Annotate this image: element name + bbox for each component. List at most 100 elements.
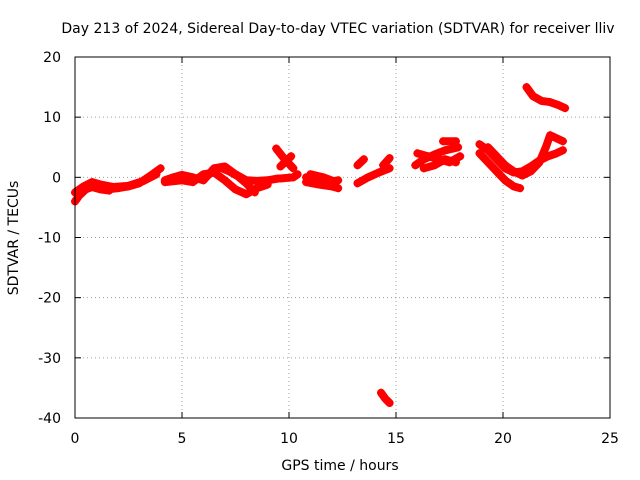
data-point-marker <box>509 167 518 176</box>
data-point-marker <box>314 180 323 189</box>
x-tick-label: 10 <box>280 431 298 447</box>
data-point-marker <box>252 176 261 185</box>
data-point-marker <box>535 158 544 167</box>
y-tick-label: -10 <box>38 231 61 247</box>
series-seg6 <box>216 163 259 197</box>
data-point-marker <box>231 185 240 194</box>
series-seg15 <box>379 154 394 170</box>
data-point-marker <box>411 161 420 170</box>
series-seg23 <box>484 131 567 180</box>
data-point-marker <box>210 168 219 177</box>
series-trace <box>276 152 296 171</box>
series-trace <box>103 164 165 194</box>
data-point-marker <box>558 146 567 155</box>
data-point-marker <box>353 161 362 170</box>
data-traces <box>71 83 570 407</box>
data-point-marker <box>353 179 362 188</box>
data-point-marker <box>306 170 315 179</box>
data-point-marker <box>379 161 388 170</box>
data-point-marker <box>160 178 169 187</box>
data-point-marker <box>385 164 394 173</box>
data-point-marker <box>242 179 251 188</box>
data-point-marker <box>242 190 251 199</box>
data-point-marker <box>454 143 463 152</box>
data-point-marker <box>124 182 133 191</box>
data-point-marker <box>364 173 373 182</box>
data-point-marker <box>113 184 122 193</box>
data-point-marker <box>546 131 555 140</box>
series-seg16 <box>377 388 394 407</box>
data-point-marker <box>516 184 525 193</box>
series-trace <box>419 155 460 173</box>
data-point-marker <box>79 182 88 191</box>
data-point-marker <box>492 167 501 176</box>
series-seg22 <box>475 149 525 193</box>
data-point-marker <box>456 152 465 161</box>
data-point-marker <box>484 158 493 167</box>
chart-title: Day 213 of 2024, Sidereal Day-to-day VTE… <box>61 21 614 37</box>
data-point-marker <box>381 394 390 403</box>
data-point-marker <box>225 167 234 176</box>
data-point-marker <box>492 152 501 161</box>
series-seg11 <box>302 178 343 193</box>
data-point-marker <box>178 176 186 185</box>
series-seg24 <box>522 83 570 113</box>
data-point-marker <box>199 170 208 179</box>
data-point-marker <box>156 164 165 173</box>
data-point-marker <box>509 182 518 191</box>
series-seg20 <box>439 137 460 146</box>
data-point-marker <box>332 178 341 187</box>
data-point-marker <box>501 161 510 170</box>
data-point-marker <box>501 176 510 185</box>
data-point-marker <box>293 170 302 179</box>
series-trace <box>353 155 368 170</box>
data-point-marker <box>528 92 537 101</box>
y-axis-ticks: 20 10 0 -10 -20 -30 -40 <box>38 50 610 427</box>
data-point-marker <box>552 149 561 158</box>
data-point-marker <box>377 388 386 397</box>
data-point-marker <box>561 104 570 113</box>
data-point-marker <box>287 152 296 161</box>
data-point-marker <box>451 158 460 167</box>
x-tick-label: 25 <box>601 431 619 447</box>
data-point-marker <box>96 180 105 189</box>
data-point-marker <box>334 184 343 193</box>
data-point-marker <box>558 137 567 146</box>
data-point-marker <box>526 167 535 176</box>
data-point-marker <box>552 134 561 143</box>
y-tick-label: 20 <box>43 50 61 66</box>
series-seg12 <box>306 170 341 187</box>
data-point-marker <box>319 173 328 182</box>
y-tick-label: -30 <box>38 351 61 367</box>
y-tick-label: -20 <box>38 291 61 307</box>
series-seg3 <box>103 164 165 194</box>
data-point-marker <box>385 398 394 407</box>
data-point-marker <box>272 144 281 153</box>
data-point-marker <box>475 149 484 158</box>
data-point-marker <box>484 143 493 152</box>
y-tick-label: -40 <box>38 411 61 427</box>
series-seg19 <box>419 155 460 173</box>
data-point-marker <box>518 171 527 180</box>
data-point-marker <box>430 161 439 170</box>
data-point-marker <box>546 98 555 107</box>
grid-lines <box>75 57 610 418</box>
data-point-marker <box>135 179 144 188</box>
x-tick-label: 20 <box>494 431 512 447</box>
data-point-marker <box>276 174 285 183</box>
data-point-marker <box>289 173 298 182</box>
series-trace <box>379 154 394 170</box>
data-point-marker <box>88 178 97 187</box>
series-seg13 <box>353 155 368 170</box>
y-axis-label: SDTVAR / TECUs <box>6 181 22 296</box>
data-point-marker <box>302 178 311 187</box>
data-point-marker <box>276 162 285 171</box>
data-point-marker <box>216 163 225 172</box>
data-point-marker <box>188 178 197 187</box>
data-point-marker <box>424 152 433 161</box>
data-point-marker <box>441 155 450 164</box>
data-point-marker <box>103 185 112 194</box>
data-point-marker <box>537 96 546 105</box>
data-point-marker <box>385 154 394 163</box>
series-trace <box>353 164 394 188</box>
